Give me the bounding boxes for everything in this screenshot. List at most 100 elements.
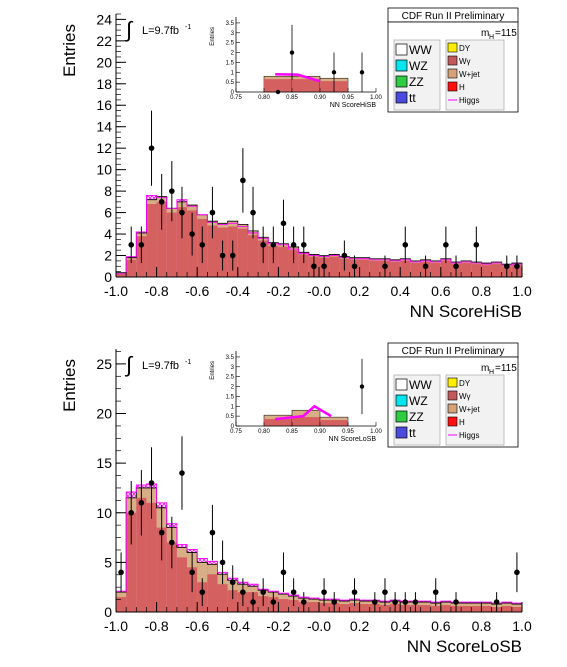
wgamma-bin	[511, 607, 522, 612]
data-point	[351, 589, 358, 595]
inset-y-tick-label: 0.5	[226, 414, 235, 420]
x-tick-label: 1.0	[512, 283, 532, 299]
wgamma-bin	[369, 260, 380, 277]
data-point	[229, 252, 236, 259]
legend-swatch	[447, 81, 458, 92]
data-point	[341, 252, 348, 259]
wgamma-bin	[461, 263, 472, 277]
legend-swatch	[447, 42, 458, 53]
inset-x-title: NN ScoreLoSB	[329, 436, 377, 443]
legend-label: WZ	[409, 59, 428, 73]
mass-subscript: H	[489, 369, 494, 376]
inset-x-tick-label: 0.75	[230, 429, 242, 435]
data-point	[402, 241, 409, 248]
y-tick-label: 8	[104, 183, 112, 199]
wgamma-bin	[349, 603, 360, 612]
legend-label: H	[459, 418, 465, 427]
wgamma-bin	[359, 604, 370, 612]
wgamma-bin	[319, 603, 330, 612]
legend-swatch	[395, 410, 408, 423]
wgamma-bin	[176, 557, 188, 612]
data-point	[290, 589, 297, 595]
inset-wgamma-bin	[292, 417, 320, 426]
integral-symbol: ∫	[124, 17, 134, 42]
inset-y-tick-label: 1.5	[226, 394, 235, 400]
legend-swatch	[395, 426, 408, 439]
lumi-exponent: -1	[185, 359, 191, 366]
wgamma-bin	[136, 497, 147, 612]
inset-wgamma-bin	[264, 79, 292, 92]
wgamma-bin	[481, 606, 492, 612]
legend-label: WW	[409, 378, 432, 392]
inset-data-point	[359, 70, 365, 75]
data-point	[503, 263, 510, 270]
legend-label: W+jet	[459, 70, 480, 79]
data-point	[189, 231, 195, 237]
x-tick-label: -0.0	[307, 618, 331, 634]
x-tick-label: -0.4	[226, 283, 250, 299]
x-tick-label: -0.0	[307, 283, 331, 299]
inset-higgs-line	[275, 404, 332, 421]
inset-wgamma-bin	[264, 419, 292, 426]
wgamma-bin	[471, 606, 482, 612]
y-tick-label: 18	[96, 76, 112, 92]
mass-label: m	[481, 28, 489, 39]
data-point	[311, 263, 317, 270]
inset-y-tick-label: 3	[231, 365, 235, 371]
cdf-label: CDF Run II Preliminary	[402, 11, 505, 22]
data-point	[128, 509, 135, 516]
data-point	[280, 569, 287, 576]
data-point	[321, 263, 327, 270]
wgamma-bin	[156, 201, 167, 277]
inset-x-tick-label: 0.90	[314, 95, 326, 101]
legend-swatch	[447, 416, 458, 427]
inset-x-title: NN ScoreHiSB	[330, 102, 377, 109]
wgamma-bin	[430, 606, 441, 612]
inset-y-tick-label: 3	[231, 31, 235, 37]
inset-y-tick-label: 1	[231, 404, 235, 410]
wgamma-bin	[146, 204, 157, 277]
inset-x-tick-label: 0.95	[342, 95, 354, 101]
data-point	[138, 500, 145, 506]
data-point	[148, 145, 155, 151]
legend-swatch	[395, 378, 408, 391]
data-point	[432, 589, 439, 595]
inset-y-tick-label: 2.5	[226, 375, 235, 381]
data-point	[158, 199, 165, 205]
x-tick-label: -0.8	[145, 283, 169, 299]
data-point	[179, 470, 185, 476]
y-tick-label: 5	[104, 554, 112, 570]
legend-swatch	[395, 91, 408, 104]
data-point	[250, 599, 256, 605]
data-point	[331, 599, 338, 605]
data-point	[372, 599, 378, 605]
inset-y-tick-label: 1.5	[226, 60, 235, 66]
wgamma-bin	[126, 259, 137, 277]
legend-swatch	[447, 68, 458, 79]
y-axis-title: Entries	[60, 359, 79, 412]
data-point	[382, 589, 388, 595]
y-tick-label: 0	[104, 604, 112, 620]
data-point	[138, 241, 145, 248]
legend-label: Wγ	[459, 57, 471, 66]
inset-y-tick-label: 1	[231, 70, 235, 76]
legend-label: tt	[409, 426, 416, 440]
data-point	[402, 599, 409, 605]
wgamma-bin	[390, 261, 401, 277]
mass-label: m	[481, 363, 489, 374]
wgamma-bin	[410, 263, 421, 277]
wgamma-bin	[440, 260, 451, 277]
wgamma-bin	[440, 605, 451, 612]
higgs-outline	[116, 483, 522, 604]
x-tick-label: 0.2	[350, 618, 370, 634]
data-point	[240, 177, 246, 184]
inset-x-tick-label: 0.80	[258, 95, 270, 101]
data-point	[473, 241, 480, 248]
wgamma-bin	[400, 260, 411, 277]
y-tick-label: 12	[96, 140, 112, 156]
wgamma-bin	[359, 259, 370, 277]
integral-symbol: ∫	[124, 352, 134, 377]
data-point	[493, 599, 500, 605]
legend-swatch	[395, 43, 408, 56]
